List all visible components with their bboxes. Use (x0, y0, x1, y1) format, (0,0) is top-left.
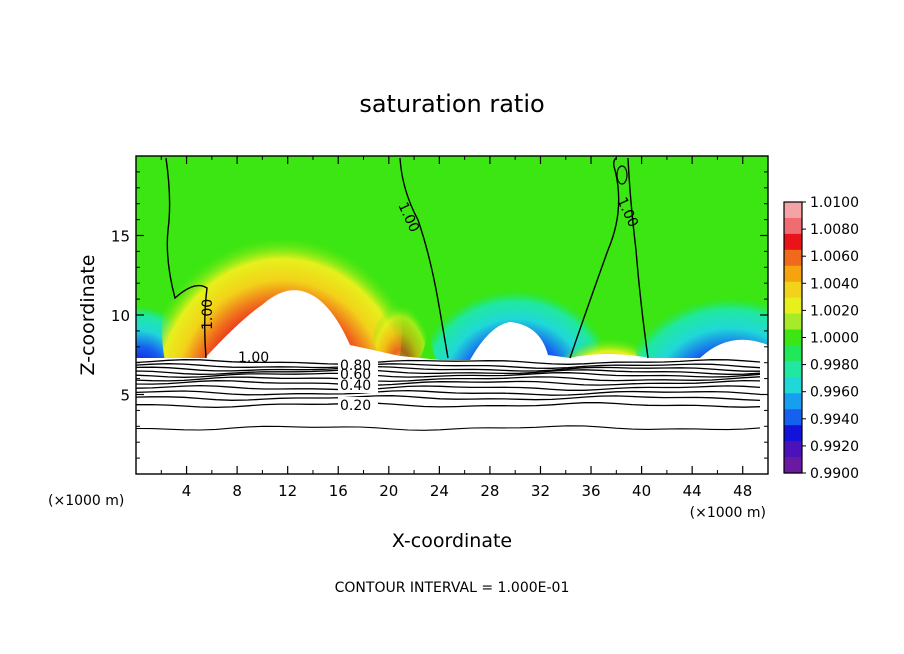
colorbar-tick-label-5: 1.0000 (810, 331, 859, 347)
colorbar-tick-label-3: 1.0040 (810, 276, 859, 292)
stratified-contour-11 (136, 425, 761, 431)
x-tick-label-5: 24 (430, 482, 449, 500)
colorbar-tick-label-4: 1.0020 (810, 303, 859, 319)
colorbar-swatch-15 (784, 441, 802, 458)
stratified-contour-2 (136, 365, 760, 372)
x-axis-label: X-coordinate (392, 530, 512, 552)
contour-line-4 (627, 157, 649, 359)
contour-label-a: 1.00 (200, 299, 216, 330)
colorbar-tick-label-9: 0.9920 (810, 439, 859, 455)
contour-line-2 (399, 157, 449, 359)
contour-label-040: 0.40 (340, 378, 371, 394)
y-axis-unit: (×1000 m) (48, 493, 124, 509)
y-axis-ticks: 5 10 15 (111, 171, 768, 459)
stratified-contour-8 (136, 389, 761, 396)
x-tick-label-9: 40 (632, 482, 651, 500)
lower-contours (136, 359, 761, 431)
colorbar-swatch-14 (784, 425, 802, 442)
colorbar-tick-label-2: 1.0060 (810, 249, 859, 265)
x-tick-label-6: 28 (480, 482, 499, 500)
stratified-contour-6 (136, 379, 761, 386)
colorbar-swatch-1 (784, 217, 802, 235)
colorbar-swatch-7 (784, 313, 802, 331)
contour-label-080: 0.80 (340, 358, 371, 374)
contour-loop (616, 165, 628, 185)
y-tick-label-1: 10 (111, 307, 130, 325)
colorbar-swatch-3 (784, 249, 802, 267)
contour-line-3 (569, 157, 620, 359)
chart-title: saturation ratio (359, 90, 544, 118)
stratified-contour-7 (136, 384, 761, 391)
x-tick-label-1: 8 (232, 482, 242, 500)
stratified-contour-1 (136, 363, 761, 369)
x-tick-label-4: 20 (379, 482, 398, 500)
heatmap-field (136, 156, 768, 474)
colorbar-swatch-9 (784, 345, 802, 363)
colorbar-swatch-13 (784, 409, 802, 426)
stratified-contour-4 (136, 372, 761, 378)
x-tick-label-8: 36 (581, 482, 600, 500)
x-axis-ticks: 4 8 12 16 20 24 28 32 36 40 44 48 (160, 156, 752, 500)
x-tick-label-7: 32 (531, 482, 550, 500)
colorbar-swatch-10 (784, 361, 802, 378)
contour-label-060: 0.60 (340, 367, 371, 383)
colorbar-tick-label-1: 1.0080 (810, 222, 859, 238)
y-axis-label: Z-coordinate (77, 255, 99, 376)
x-tick-label-10: 44 (683, 482, 702, 500)
y-tick-label-2: 15 (111, 228, 130, 246)
colorbar-swatch-2 (784, 233, 802, 251)
contour-label-020: 0.20 (340, 398, 371, 414)
colorbar-swatch-4 (784, 265, 802, 283)
colorbar-swatch-12 (784, 393, 802, 410)
x-tick-label-11: 48 (733, 482, 752, 500)
stratified-contour-10 (136, 402, 761, 409)
colorbar-swatch-0 (784, 202, 802, 219)
colorbar-swatch-5 (784, 281, 802, 299)
stratified-contour-5 (136, 376, 761, 383)
stratified-contour-0 (136, 359, 761, 365)
contour-line-1 (165, 157, 208, 359)
y-tick-label-0: 5 (120, 387, 130, 405)
colorbar-swatch-16 (784, 457, 802, 474)
stratified-contour-9 (136, 395, 761, 402)
contour-interval-note: CONTOUR INTERVAL = 1.000E-01 (335, 580, 570, 596)
colorbar-tick-label-10: 0.9900 (810, 466, 859, 482)
x-tick-label-3: 16 (329, 482, 348, 500)
colorbar-tick-label-0: 1.0100 (810, 195, 859, 211)
warm-region-small (372, 265, 428, 375)
stratified-contour-3 (136, 369, 761, 375)
colorbar-swatch-6 (784, 297, 802, 315)
colorbar-tick-label-6: 0.9980 (810, 358, 859, 374)
colorbar-tick-label-8: 0.9940 (810, 412, 859, 428)
colorbar: 1.0100 1.0080 1.0060 1.0040 1.0020 1.0000 0.99… (783, 195, 859, 482)
x-tick-label-0: 4 (182, 482, 192, 500)
colorbar-tick-label-7: 0.9960 (810, 385, 859, 401)
colorbar-swatch-11 (784, 377, 802, 394)
x-axis-unit: (×1000 m) (690, 505, 766, 521)
contour-labels: 1.00 1.00 1.00 1.00 0.80 0.60 0.40 0.20 (200, 195, 641, 414)
contour-label-d: 1.00 (238, 350, 269, 366)
x-tick-label-2: 12 (278, 482, 297, 500)
colorbar-swatch-8 (784, 329, 802, 347)
